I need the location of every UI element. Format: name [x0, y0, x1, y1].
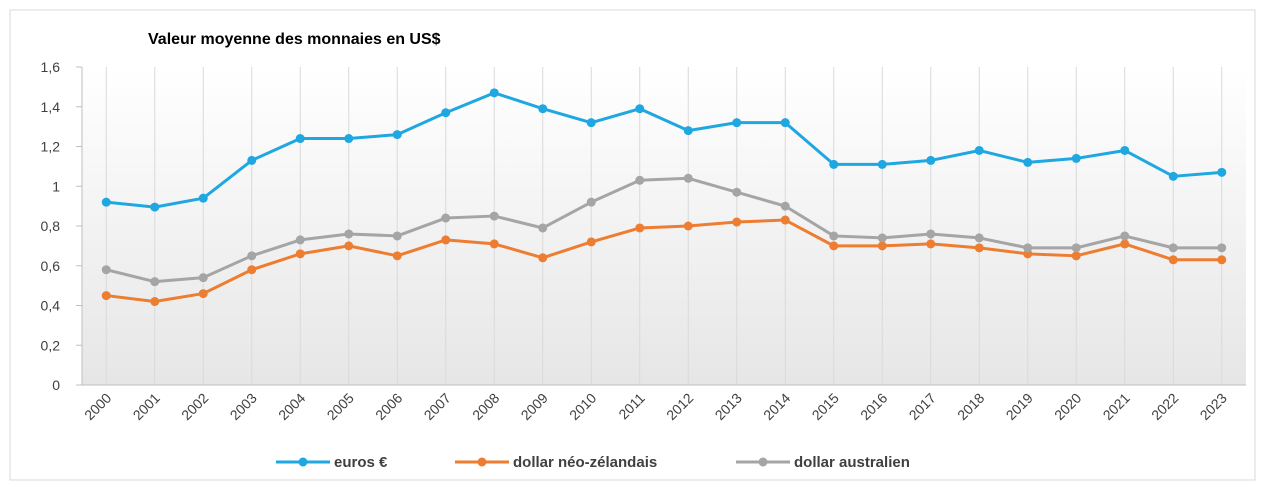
- legend-swatch-dot: [758, 457, 768, 467]
- legend-swatch-dot: [477, 457, 487, 467]
- point: [1168, 171, 1178, 181]
- y-tick-label: 1,6: [41, 59, 61, 75]
- point: [780, 215, 790, 225]
- y-tick-label: 1,2: [41, 139, 61, 155]
- point: [1023, 157, 1033, 167]
- point: [635, 104, 645, 114]
- point: [392, 251, 402, 261]
- y-tick-label: 0,8: [41, 218, 61, 234]
- point: [101, 291, 111, 301]
- point: [586, 118, 596, 128]
- point: [926, 155, 936, 165]
- point: [829, 231, 839, 241]
- legend-label: dollar néo-zélandais: [513, 454, 657, 471]
- series-line: [106, 91, 1222, 209]
- point: [586, 197, 596, 207]
- point: [344, 134, 354, 144]
- point: [635, 175, 645, 185]
- point: [877, 159, 887, 169]
- y-tick-label: 0: [52, 377, 60, 393]
- y-tick-label: 1,4: [41, 99, 61, 115]
- point: [489, 239, 499, 249]
- point: [150, 202, 160, 212]
- point: [732, 187, 742, 197]
- point: [780, 118, 790, 128]
- point: [1217, 167, 1227, 177]
- point: [1217, 255, 1227, 265]
- point: [829, 241, 839, 251]
- point: [683, 126, 693, 136]
- point: [1071, 243, 1081, 253]
- point: [1120, 239, 1130, 249]
- point: [877, 233, 887, 243]
- point: [1071, 251, 1081, 261]
- legend-label: euros €: [334, 454, 388, 471]
- point: [392, 231, 402, 241]
- point: [295, 249, 305, 259]
- y-tick-label: 0,2: [41, 337, 61, 353]
- point: [1071, 153, 1081, 163]
- point: [247, 251, 257, 261]
- point: [1168, 255, 1178, 265]
- point: [926, 229, 936, 239]
- point: [489, 211, 499, 221]
- y-tick-label: 1: [52, 178, 60, 194]
- point: [344, 241, 354, 251]
- point: [1023, 243, 1033, 253]
- point: [1168, 243, 1178, 253]
- point: [441, 108, 451, 118]
- point: [974, 233, 984, 243]
- point: [198, 193, 208, 203]
- point: [198, 289, 208, 299]
- point: [150, 297, 160, 307]
- point: [974, 145, 984, 155]
- point: [635, 223, 645, 233]
- series-line: [105, 176, 1222, 284]
- point: [247, 155, 257, 165]
- legend-swatch-dot: [298, 457, 308, 467]
- point: [101, 197, 111, 207]
- point: [392, 130, 402, 140]
- point: [150, 277, 160, 287]
- point: [683, 173, 693, 183]
- point: [877, 241, 887, 251]
- point: [538, 253, 548, 263]
- point: [586, 237, 596, 247]
- point: [1120, 145, 1130, 155]
- legend-label: dollar australien: [794, 454, 910, 471]
- series-line: [106, 218, 1222, 304]
- point: [538, 223, 548, 233]
- point: [247, 265, 257, 275]
- point: [926, 239, 936, 249]
- chart-title: Valeur moyenne des monnaies en US$: [148, 31, 441, 48]
- point: [1217, 243, 1227, 253]
- point: [198, 273, 208, 283]
- point: [344, 229, 354, 239]
- point: [295, 235, 305, 245]
- point: [489, 88, 499, 98]
- point: [295, 134, 305, 144]
- y-tick-label: 0,6: [41, 258, 61, 274]
- point: [101, 265, 111, 275]
- point: [1120, 231, 1130, 241]
- point: [829, 159, 839, 169]
- point: [441, 213, 451, 223]
- point: [732, 217, 742, 227]
- point: [538, 104, 548, 114]
- y-tick-label: 0,4: [41, 298, 61, 314]
- point: [683, 221, 693, 231]
- point: [441, 235, 451, 245]
- point: [974, 243, 984, 253]
- point: [780, 201, 790, 211]
- point: [732, 118, 742, 128]
